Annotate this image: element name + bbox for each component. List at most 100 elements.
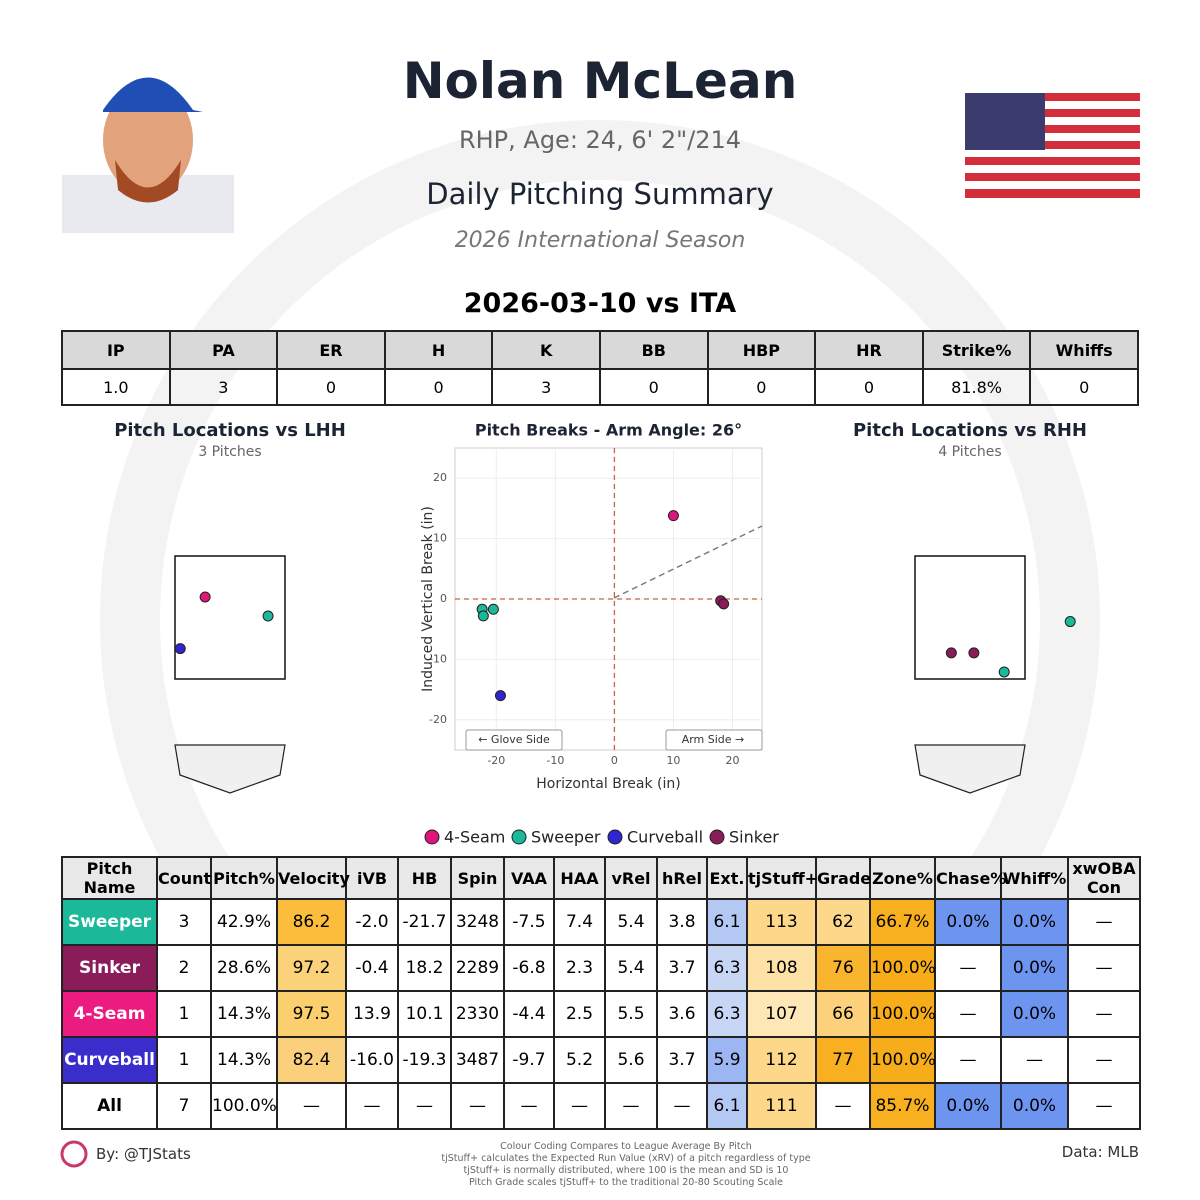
pitch-cell: 3487	[450, 1036, 505, 1084]
note-line: tjStuff+ is normally distributed, where …	[463, 1165, 789, 1176]
column-header: Whiff%	[1000, 856, 1069, 900]
pitch-row: 4-Seam 1 14.3% 97.5 13.9 10.1 2330 -4.4 2.5 5.5 3.…	[61, 990, 1141, 1038]
pitch-name: Sweeper	[61, 898, 158, 946]
pitch-cell: 0.0%	[1000, 944, 1069, 992]
pitch-cell: —	[1067, 1036, 1141, 1084]
strike-zone	[174, 555, 286, 680]
stat-header: HBP	[706, 330, 817, 370]
y-tick-label: 0	[440, 592, 447, 605]
pitch-cell: 86.2	[276, 898, 347, 946]
stat-value: 0	[1029, 368, 1139, 406]
column-header: xwOBA Con	[1067, 856, 1141, 900]
pitch-cell: 77	[815, 1036, 871, 1084]
pitch-cell: 3.6	[656, 990, 708, 1038]
y-tick-label: -20	[429, 713, 447, 726]
pitch-cell: -19.3	[397, 1036, 452, 1084]
pitch-cell: 5.4	[604, 898, 658, 946]
pitch-cell: -0.4	[345, 944, 399, 992]
pitch-cell: 14.3%	[210, 990, 278, 1038]
season: 2026 International Season	[454, 228, 746, 253]
pitch-cell: 5.2	[553, 1036, 606, 1084]
column-header: Grade	[815, 856, 871, 900]
pitch-row: Curveball 1 14.3% 82.4 -16.0 -19.3 3487 -9.7 5.2…	[61, 1036, 1141, 1084]
pitch-cell: -21.7	[397, 898, 452, 946]
pitch-cell: 113	[746, 898, 817, 946]
column-header: hRel	[656, 856, 708, 900]
pitch-cell: —	[815, 1082, 871, 1130]
stat-header: K	[491, 330, 601, 370]
point	[477, 610, 489, 622]
source: Data: MLB	[1061, 1143, 1139, 1161]
y-tick-label: -10	[429, 652, 447, 665]
pitch-cell: 3248	[450, 898, 505, 946]
pitch-table: Pitch Name Count Pitch% Velocity iVB HB Spin VA…	[61, 856, 1141, 1130]
stat-header: BB	[598, 330, 709, 370]
pitch-cell: 7.4	[553, 898, 606, 946]
player-name: Nolan McLean	[402, 52, 798, 110]
pitch-cell: —	[450, 1082, 505, 1130]
arm-angle-line	[613, 525, 763, 599]
pitch-cell: —	[345, 1082, 399, 1130]
pitch-cell: 3.8	[656, 898, 708, 946]
legend-label: Sinker	[729, 828, 779, 847]
stat-value: 3	[168, 368, 279, 406]
stat-value: 3	[491, 368, 601, 406]
pitch-row: Sweeper 3 42.9% 86.2 -2.0 -21.7 3248 -7.5 7.4 5.4…	[61, 898, 1141, 946]
stat-value: 0	[276, 368, 386, 406]
pitch-cell: 18.2	[397, 944, 452, 992]
annotation: Arm Side →	[682, 733, 745, 746]
legend-swatch	[607, 829, 623, 845]
pitch-cell: —	[1067, 944, 1141, 992]
pitch-cell: 2289	[450, 944, 505, 992]
stat-header: PA	[168, 330, 279, 370]
x-tick-label: 0	[611, 754, 618, 767]
point	[968, 647, 980, 659]
pitch-cell: -2.0	[345, 898, 399, 946]
column-header: Velocity	[276, 856, 350, 900]
game-stats-table: IP PA ER H K BB HBP HR Strike% Whiffs 1.0 3 0 0 3 0 0 0 81…	[61, 330, 1139, 406]
pitch-cell: 28.6%	[210, 944, 278, 992]
pitch-cell: 14.3%	[210, 1036, 278, 1084]
y-tick-label: 20	[433, 471, 447, 484]
annotation-box	[465, 729, 563, 751]
pitch-cell: 3	[156, 898, 212, 946]
pitch-cell: 100.0%	[869, 990, 936, 1038]
chart-subtitle: 4 Pitches	[938, 444, 1001, 460]
pitch-cell: 1	[156, 1036, 212, 1084]
column-header: vRel	[604, 856, 658, 900]
pitch-cell: 100.0%	[869, 1036, 936, 1084]
pitch-cell: 100.0%	[210, 1082, 278, 1130]
point	[667, 510, 679, 522]
column-header: Spin	[450, 856, 505, 900]
pitch-cell: 1	[156, 990, 212, 1038]
pitch-cell: 3.7	[656, 1036, 708, 1084]
pitch-cell: 85.7%	[869, 1082, 936, 1130]
pitch-cell: —	[1000, 1036, 1069, 1084]
pitch-cell: 0.0%	[1000, 898, 1069, 946]
pitch-cell: 5.4	[604, 944, 658, 992]
stat-header: Whiffs	[1029, 330, 1139, 370]
stat-header: Strike%	[921, 330, 1032, 370]
pitch-row: Sinker 2 28.6% 97.2 -0.4 18.2 2289 -6.8 2.3 5.4 3.…	[61, 944, 1141, 992]
legend-swatch	[511, 829, 527, 845]
player-photo	[62, 77, 234, 233]
point	[1064, 616, 1076, 628]
pitch-cell: 6.1	[706, 898, 748, 946]
pitch-name: 4-Seam	[61, 990, 158, 1038]
column-header: Zone%	[869, 856, 936, 900]
chart-subtitle: 3 Pitches	[198, 444, 261, 460]
pitch-cell: 10.1	[397, 990, 452, 1038]
pitch-cell: 3.7	[656, 944, 708, 992]
stat-value: 0	[598, 368, 709, 406]
column-header: Ext.	[706, 856, 748, 900]
point	[174, 643, 186, 655]
pitch-cell: 5.5	[604, 990, 658, 1038]
legend-label: 4-Seam	[444, 828, 505, 847]
pitch-cell: 42.9%	[210, 898, 278, 946]
pitch-cell: 13.9	[345, 990, 399, 1038]
pitch-cell: —	[1067, 990, 1141, 1038]
stat-value: 1.0	[61, 368, 171, 406]
stat-header: ER	[276, 330, 386, 370]
pitch-name: Sinker	[61, 944, 158, 992]
player-bio: RHP, Age: 24, 6' 2"/214	[458, 126, 742, 154]
